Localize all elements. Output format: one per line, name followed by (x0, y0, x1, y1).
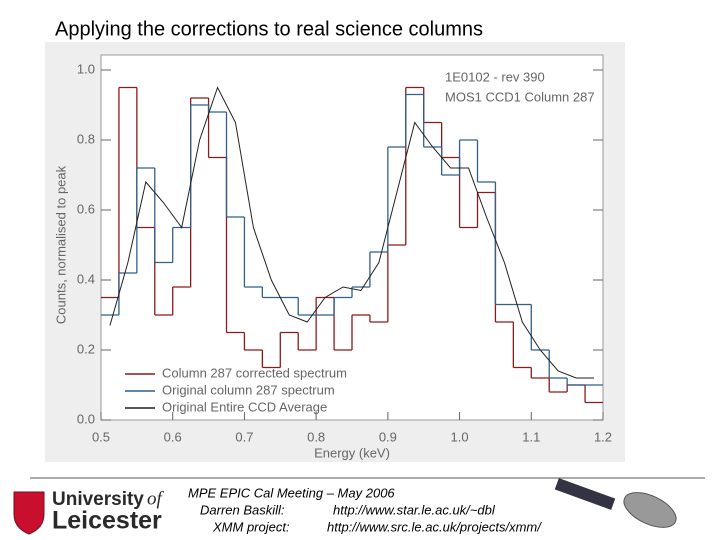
logo: University of Leicester (13, 488, 165, 535)
y-tick-label: 0.6 (77, 201, 95, 216)
x-tick-label: 0.5 (92, 429, 110, 444)
chart: 0.5 0.6 0.7 0.8 0.9 1.0 1.1 1.2 0.0 0.2 0.4 0.6 0.8 1… (53, 61, 612, 460)
annotation: MOS1 CCD1 Column 287 (445, 89, 595, 104)
footer-label: XMM project: (212, 519, 290, 534)
legend-label: Original column 287 spectrum (162, 382, 335, 397)
footer-meeting: MPE EPIC Cal Meeting – May 2006 (188, 485, 395, 500)
logo-text: University (52, 489, 144, 510)
legend-label: Column 287 corrected spectrum (162, 365, 347, 380)
x-tick-label: 1.0 (451, 429, 469, 444)
y-tick-label: 1.0 (77, 61, 95, 76)
legend-label: Original Entire CCD Average (162, 399, 327, 414)
y-tick-label: 0.0 (77, 411, 95, 426)
annotation: 1E0102 - rev 390 (445, 69, 545, 84)
satellite-icon (554, 478, 677, 528)
satellite-body (623, 492, 677, 528)
x-tick-label: 0.8 (307, 429, 325, 444)
y-tick-label: 0.4 (77, 271, 95, 286)
x-tick-label: 1.1 (522, 429, 540, 444)
x-tick-label: 0.6 (164, 429, 182, 444)
x-tick-label: 1.2 (594, 429, 612, 444)
solar-panel (554, 478, 616, 510)
logo-shield (13, 491, 45, 535)
x-axis-label: Energy (keV) (314, 445, 390, 460)
slide-title: Applying the corrections to real science… (55, 18, 483, 40)
x-tick-label: 0.7 (235, 429, 253, 444)
y-tick-label: 0.8 (77, 131, 95, 146)
footer-label: Darren Baskill: (200, 502, 285, 517)
logo-text: Leicester (52, 507, 162, 535)
y-axis-label: Counts, normalised to peak (53, 165, 68, 324)
logo-text: of (147, 488, 165, 509)
plot-area (100, 54, 604, 421)
x-tick-label: 0.9 (379, 429, 397, 444)
footer-url: http://www.star.le.ac.uk/~dbl (333, 502, 496, 517)
y-tick-label: 0.2 (77, 341, 95, 356)
line (109, 86, 595, 379)
footer-url: http://www.src.le.ac.uk/projects/xmm/ (327, 519, 542, 534)
